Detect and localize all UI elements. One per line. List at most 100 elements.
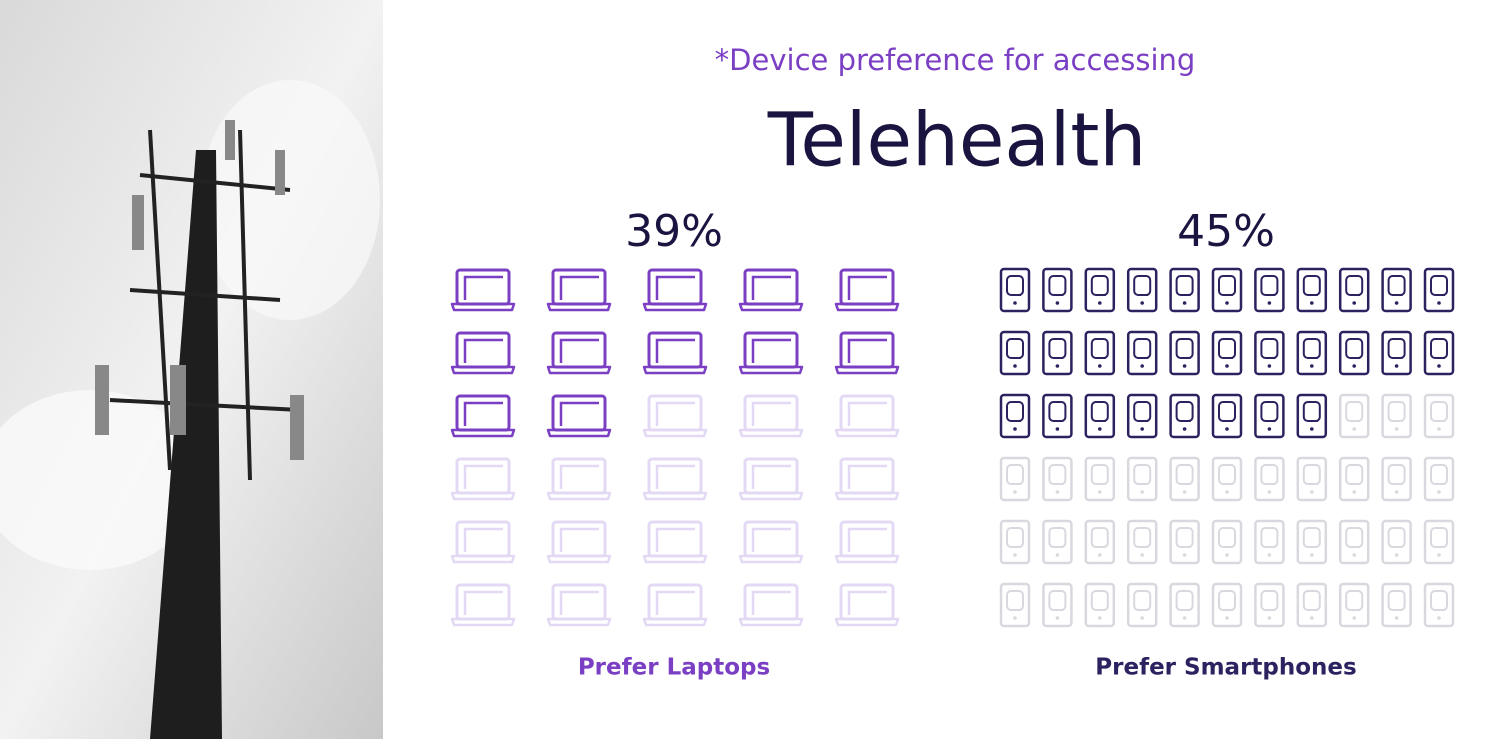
phone-screen	[1430, 401, 1448, 422]
phone-button	[1225, 553, 1229, 557]
phone-button	[1225, 301, 1229, 305]
phone-button	[1098, 301, 1102, 305]
phone-screen	[1218, 338, 1236, 359]
phone-body	[1254, 582, 1285, 628]
phone-screen	[1133, 590, 1152, 611]
phone-body	[1169, 330, 1200, 376]
phone-screen	[1345, 338, 1364, 359]
phone-body	[1381, 456, 1412, 502]
phone-screen	[1048, 527, 1067, 548]
phone-button	[1437, 490, 1441, 494]
laptop-base	[834, 491, 900, 501]
phone-screen	[1302, 527, 1321, 548]
phone-screen	[1090, 464, 1109, 485]
laptop-base	[450, 617, 516, 627]
percent-label: 45%	[1177, 206, 1275, 257]
phone-button	[1013, 427, 1017, 431]
laptop-inner	[463, 275, 503, 300]
icon-empty	[738, 520, 804, 564]
icon-filled	[1169, 267, 1200, 313]
laptop-base	[738, 491, 804, 501]
phone-body	[1338, 393, 1370, 439]
icon-empty	[1042, 582, 1073, 628]
phone-button	[1267, 616, 1272, 620]
laptop-inner	[559, 275, 599, 300]
phone-screen	[1218, 275, 1236, 296]
phone-body	[1338, 582, 1370, 628]
phone-button	[1013, 490, 1017, 494]
icon-filled	[1084, 393, 1116, 439]
phone-screen	[1430, 338, 1448, 359]
phone-body	[999, 267, 1031, 313]
icon-filled	[1042, 330, 1073, 376]
phone-screen	[1048, 275, 1067, 296]
phone-screen	[1006, 527, 1024, 548]
icon-filled	[546, 268, 612, 312]
phone-screen	[1133, 464, 1152, 485]
phone-button	[1352, 616, 1356, 620]
laptop-base	[642, 554, 708, 564]
icon-filled	[999, 330, 1031, 376]
icon-empty	[546, 583, 612, 627]
laptop-base	[546, 554, 612, 564]
phone-screen	[1430, 590, 1448, 611]
phone-body	[1423, 456, 1455, 502]
laptop-base	[450, 554, 516, 564]
phone-body	[1084, 267, 1116, 313]
phone-body	[1423, 330, 1455, 376]
icon-filled	[1296, 267, 1328, 313]
laptop-inner	[847, 401, 887, 426]
laptop-base	[834, 428, 900, 438]
phone-screen	[1006, 275, 1024, 296]
phone-button	[1352, 427, 1356, 431]
phone-button	[1310, 616, 1314, 620]
phone-button	[1352, 301, 1356, 305]
icon-empty	[642, 457, 708, 501]
phone-button	[1225, 490, 1229, 494]
icon-empty	[999, 456, 1031, 502]
phone-body	[1254, 519, 1285, 565]
phone-button	[1182, 490, 1187, 494]
laptop-inner	[847, 527, 887, 552]
subtitle: *Device preference for accessing	[715, 43, 1196, 77]
phone-screen	[1302, 401, 1321, 422]
icon-empty	[1296, 519, 1328, 565]
icon-filled	[1084, 267, 1116, 313]
phone-body	[1126, 582, 1158, 628]
phone-button	[1267, 301, 1272, 305]
phone-button	[1437, 364, 1441, 368]
laptop-base	[546, 491, 612, 501]
phone-body	[1084, 519, 1116, 565]
phone-body	[1254, 330, 1285, 376]
phone-button	[1182, 301, 1187, 305]
icon-filled	[834, 331, 900, 375]
laptop-base	[450, 365, 516, 375]
laptop-base	[450, 491, 516, 501]
icon-empty	[1126, 582, 1158, 628]
phone-screen	[1175, 464, 1194, 485]
laptop-inner	[655, 338, 695, 363]
laptop-base	[450, 428, 516, 438]
icon-empty	[1381, 582, 1412, 628]
phone-body	[1254, 456, 1285, 502]
laptop-base	[642, 491, 708, 501]
phone-screen	[1175, 275, 1194, 296]
icon-filled	[1042, 393, 1073, 439]
laptop-base	[738, 302, 804, 312]
icon-filled	[1126, 330, 1158, 376]
phone-screen	[1090, 527, 1109, 548]
phone-body	[999, 330, 1031, 376]
phone-screen	[1260, 590, 1279, 611]
phone-body	[1211, 267, 1243, 313]
laptop-base	[834, 365, 900, 375]
phone-body	[1169, 393, 1200, 439]
phone-button	[1437, 427, 1441, 431]
phone-body	[1042, 330, 1073, 376]
phone-screen	[1218, 590, 1236, 611]
phone-screen	[1387, 464, 1406, 485]
icon-filled	[1126, 393, 1158, 439]
laptop-base	[546, 302, 612, 312]
laptop-inner	[751, 464, 791, 489]
phone-screen	[1048, 338, 1067, 359]
